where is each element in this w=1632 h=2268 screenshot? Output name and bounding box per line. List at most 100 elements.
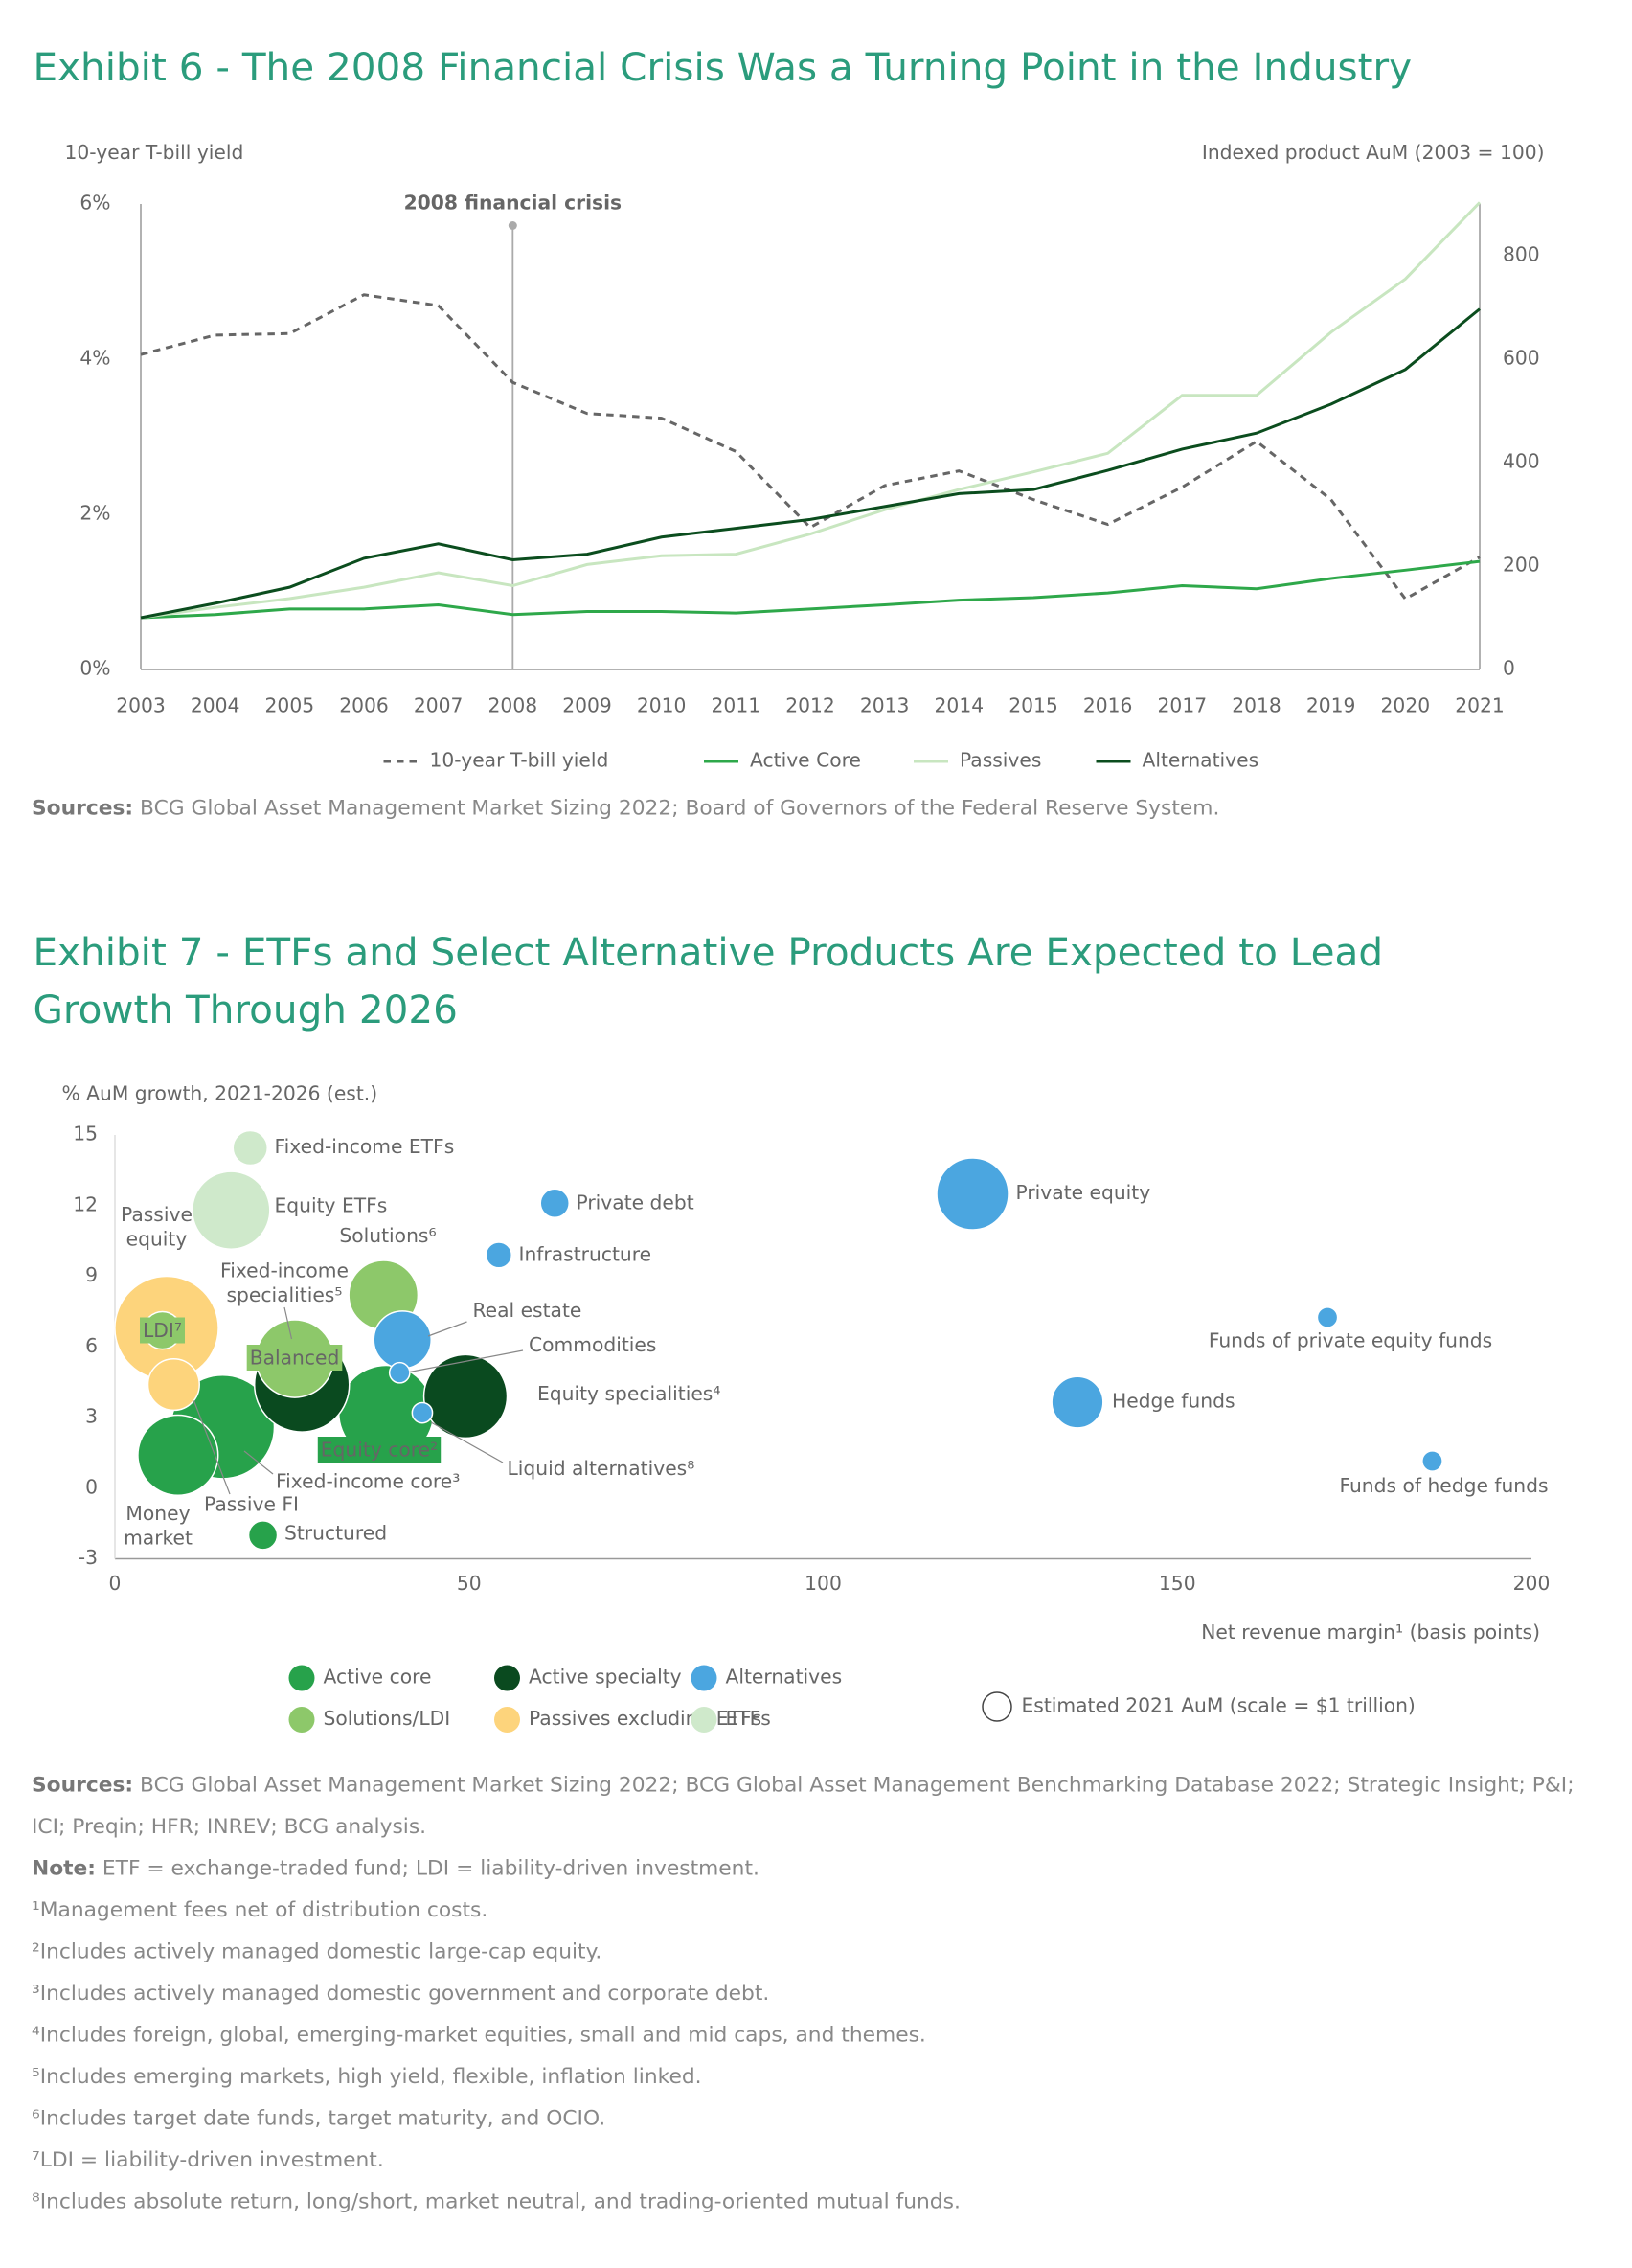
label-box (246, 1345, 343, 1371)
x-tick-label: 50 (457, 1572, 482, 1595)
footnote: ⁸Includes absolute return, long/short, m… (32, 2190, 961, 2214)
bubble (192, 1170, 271, 1250)
size-legend-label: Estimated 2021 AuM (scale = $1 trillion) (1022, 1694, 1416, 1717)
x-tick-label: 2011 (712, 694, 761, 717)
footnote: ⁷LDI = liability-driven investment. (32, 2149, 384, 2172)
leader-line (243, 1450, 274, 1475)
bubble (422, 1353, 509, 1440)
x-tick-label: 2012 (785, 694, 835, 717)
y-tick-label: 15 (73, 1123, 98, 1145)
bubble (539, 1188, 570, 1219)
legend-swatch (691, 1665, 717, 1691)
bubble (1421, 1450, 1443, 1472)
footnote: ⁴Includes foreign, global, emerging-mark… (32, 2024, 926, 2048)
series-line (140, 293, 1481, 601)
bubble-label: Passive equity (121, 1203, 193, 1251)
bubble-label: Equity core² (321, 1439, 438, 1462)
footnote: ¹Management fees net of distribution cos… (32, 1899, 488, 1922)
bubble-label: Equity specialities⁴ (537, 1382, 720, 1405)
note-text: ETF = exchange-traded fund; LDI = liabil… (102, 1857, 759, 1881)
note: Note: ETF = exchange-traded fund; LDI = … (32, 1849, 1576, 1892)
footnote: ⁵Includes emerging markets, high yield, … (32, 2066, 702, 2089)
y-tick-label: 3 (85, 1405, 98, 1428)
footnote: ⁶Includes target date funds, target matu… (32, 2107, 606, 2131)
y-tick-label: 2% (79, 502, 110, 525)
bubble-label: Fixed-income ETFs (275, 1135, 455, 1158)
label-box (140, 1317, 185, 1344)
legend-swatch (691, 1707, 717, 1733)
bubble-label: Private debt (577, 1191, 694, 1214)
size-legend-circle (982, 1691, 1012, 1722)
bubble (232, 1129, 268, 1167)
bubble (373, 1310, 432, 1370)
x-tick-label: 2013 (860, 694, 910, 717)
bubble (137, 1414, 219, 1496)
leader-line (427, 1321, 467, 1337)
bubble-label: Fixed-income core³ (276, 1470, 460, 1493)
bubble (388, 1361, 411, 1384)
x-tick-label: 2016 (1083, 694, 1133, 717)
chart-title: Exhibit 7 - ETFs and Select Alternative … (33, 931, 1384, 1033)
x-tick-label: 2020 (1381, 694, 1431, 717)
bubble-label: Private equity (1016, 1181, 1151, 1204)
bubble (147, 1358, 200, 1412)
y-tick-label: 4% (79, 347, 110, 370)
bubble-label: Funds of private equity funds (1209, 1329, 1492, 1352)
x-tick-label: 2008 (488, 694, 538, 717)
bubble-label: Hedge funds (1112, 1390, 1235, 1413)
bubble-label: Structured (284, 1522, 387, 1545)
y-axis-label: % AuM growth, 2021-2026 (est.) (62, 1082, 378, 1105)
bubble (1051, 1375, 1104, 1429)
y-tick-label: 12 (73, 1192, 98, 1215)
legend-label: Solutions/LDI (324, 1707, 451, 1730)
source-label: Sources: (32, 1774, 134, 1798)
legend-label: Alternatives (1143, 749, 1259, 772)
bubble-label: Solutions⁶ (339, 1224, 436, 1247)
legend-label: Active specialty (529, 1666, 682, 1689)
y2-tick-label: 0 (1503, 657, 1515, 680)
legend-label: Active core (324, 1666, 432, 1689)
notes: Sources: BCG Global Asset Management Mar… (32, 1766, 1576, 2225)
source: Sources: BCG Global Asset Management Mar… (32, 1766, 1576, 1849)
bubble (1316, 1306, 1339, 1328)
y2-axis-label: Indexed product AuM (2003 = 100) (1202, 141, 1545, 164)
legend-label: Alternatives (726, 1666, 843, 1689)
bubble-label: Equity ETFs (275, 1194, 388, 1217)
x-tick-label: 100 (805, 1572, 842, 1595)
bubble (936, 1157, 1009, 1231)
bubble-label: Real estate (473, 1299, 582, 1322)
bubble (247, 1520, 279, 1551)
y2-tick-label: 400 (1503, 450, 1540, 473)
bubble (411, 1401, 434, 1424)
y-axis-label: 10-year T-bill yield (65, 141, 244, 164)
x-tick-label: 200 (1513, 1572, 1551, 1595)
label-box (317, 1437, 442, 1463)
leader-line (409, 1349, 524, 1373)
x-tick-label: 2015 (1009, 694, 1058, 717)
chart-title: Exhibit 6 - The 2008 Financial Crisis Wa… (33, 46, 1413, 91)
legend-label: 10-year T-bill yield (430, 749, 609, 772)
x-tick-label: 2009 (562, 694, 612, 717)
annotation-dot (508, 221, 517, 230)
x-tick-label: 0 (109, 1572, 122, 1595)
footnotes: ¹Management fees net of distribution cos… (32, 1891, 1576, 2224)
legend-swatch (494, 1707, 520, 1733)
series-line (140, 201, 1482, 620)
y2-tick-label: 200 (1503, 554, 1540, 577)
bubble-label: Commodities (529, 1333, 656, 1356)
x-axis-label: Net revenue margin¹ (basis points) (1201, 1621, 1540, 1644)
legend-label: Active Core (750, 749, 861, 772)
series-line (140, 559, 1481, 620)
x-tick-label: 2021 (1455, 694, 1505, 717)
legend-swatch (494, 1665, 520, 1691)
y-tick-label: 6 (85, 1334, 98, 1357)
y2-tick-label: 600 (1503, 347, 1540, 370)
source-text: BCG Global Asset Management Market Sizin… (140, 797, 1220, 821)
series-line (140, 307, 1481, 620)
leader-line (193, 1400, 231, 1495)
bubble (485, 1241, 512, 1269)
bubble-label: Money market (124, 1502, 193, 1550)
bubble-label: Balanced (250, 1347, 340, 1370)
source: Sources: BCG Global Asset Management Mar… (32, 798, 1219, 821)
